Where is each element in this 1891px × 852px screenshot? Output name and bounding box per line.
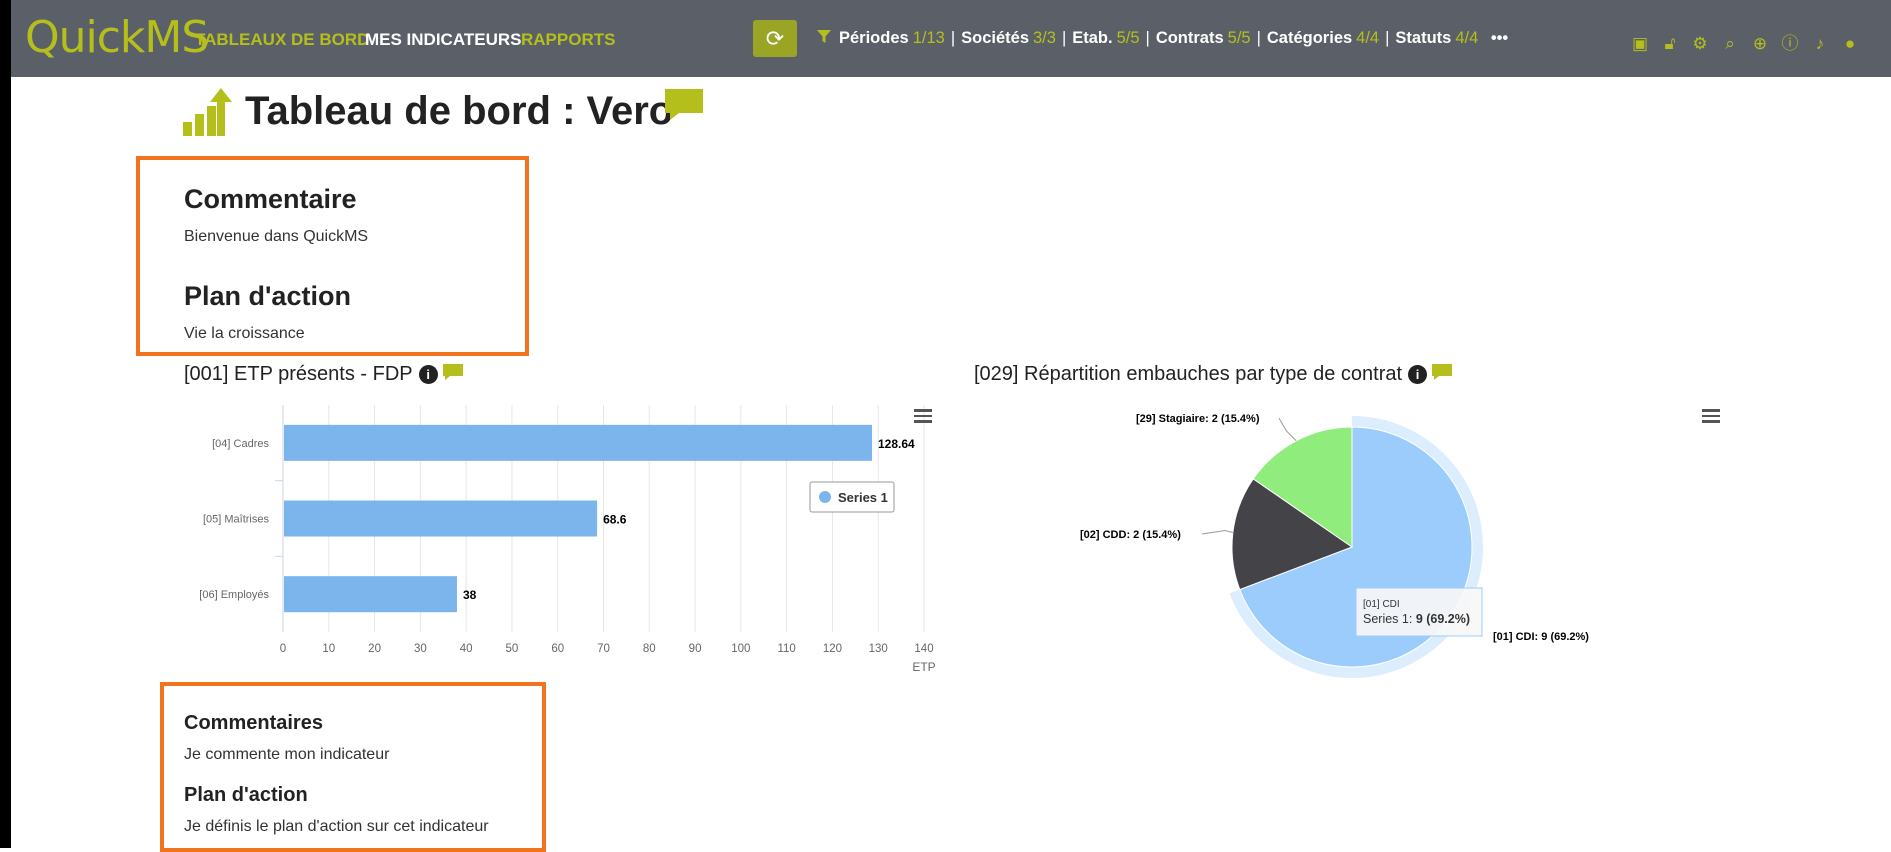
x-tick-label: 60 (551, 643, 564, 655)
bar[interactable] (284, 500, 598, 537)
tooltip-body: Series 1: 9 (69.2%) (1363, 612, 1470, 626)
refresh-icon: ⟳ (765, 26, 785, 51)
bar[interactable] (284, 576, 457, 613)
filter-societes[interactable]: Sociétés 3/3 (961, 29, 1056, 47)
bell-icon[interactable]: ♪ (1815, 34, 1825, 53)
pie-slice[interactable] (1231, 478, 1354, 591)
y-category-label: [04] Cadres (212, 438, 269, 450)
dashboard-growth-icon (183, 88, 232, 136)
pie-connector (1201, 530, 1233, 535)
card1-title-row: [001] ETP présents - FDP i (184, 363, 464, 386)
nav-dashboards[interactable]: TABLEAUX DE BORD (195, 30, 370, 49)
plan-text: Vie la croissance (184, 325, 305, 342)
y-category-label: [06] Employés (199, 589, 269, 601)
filter-icon[interactable] (817, 30, 831, 44)
card1-comments-text: Je commente mon indicateur (184, 746, 390, 763)
x-tick-label: 10 (322, 643, 335, 655)
bar-data-label: 128.64 (878, 437, 915, 451)
bar-data-label: 38 (463, 588, 477, 602)
chart1-menu-icon[interactable] (914, 409, 932, 423)
user-icon[interactable]: ● (1844, 34, 1856, 53)
info-icon[interactable]: ⓘ (1781, 34, 1799, 53)
x-tick-label: 0 (280, 643, 286, 655)
dashboard-comment-box (136, 156, 529, 356)
y-category-label: [05] Maîtrises (203, 514, 270, 526)
x-tick-label: 80 (643, 643, 656, 655)
x-axis-title: ETP (912, 660, 935, 674)
bar-chart: [04] Cadres [05] Maîtrises [06] Employés 1… (199, 405, 936, 674)
x-tick-label: 130 (869, 643, 888, 655)
legend-series-label: Series 1 (838, 490, 888, 505)
bar-data-label: 68.6 (603, 513, 627, 527)
card1-title: [001] ETP présents - FDP (184, 363, 413, 385)
filter-periodes[interactable]: Périodes 1/13 (839, 29, 945, 47)
x-tick-label: 120 (823, 643, 842, 655)
filter-categories[interactable]: Catégories 4/4 (1266, 29, 1380, 47)
filter-bar: Périodes 1/13 | Sociétés 3/3 | Etab. 5/5 | Contra… (817, 29, 1508, 48)
comment-text: Bienvenue dans QuickMS (184, 228, 369, 245)
pie-slice[interactable] (1252, 426, 1353, 548)
card1-comment-icon[interactable] (442, 363, 464, 381)
pie-data-label: [29] Stagiaire: 2 (15.4%) (1136, 413, 1260, 425)
comment-heading: Commentaire (184, 184, 357, 214)
plus-circle-icon[interactable]: ⊕ (1752, 34, 1768, 53)
chart2-menu-icon[interactable] (1702, 409, 1720, 423)
user-settings-icon[interactable]: ⚙ (1692, 34, 1708, 53)
x-tick-label: 30 (414, 643, 427, 655)
toolbar-icons: ▣ 🔓︎ ⚙ ⌕ ⊕ ⓘ ♪ ● (1625, 29, 1865, 54)
refresh-button[interactable]: ⟳ (753, 20, 797, 57)
unlock-icon[interactable]: 🔓︎ (1664, 34, 1676, 53)
x-tick-label: 110 (777, 643, 795, 655)
pie-chart: [01] CDI: 9 (69.2%) [02] CDD: 2 (15.4%) [2… (1080, 413, 1589, 678)
card2-title-row: [029] Répartition embauches par type de … (974, 363, 1453, 386)
pie-data-label: [01] CDI: 9 (69.2%) (1493, 631, 1589, 643)
comment-bubble-icon[interactable] (663, 87, 705, 121)
card2-title: [029] Répartition embauches par type de … (974, 363, 1403, 385)
x-tick-label: 100 (731, 643, 750, 655)
quickms-logo[interactable]: QuickMS (25, 12, 209, 63)
bar[interactable] (284, 424, 872, 461)
x-tick-label: 50 (506, 643, 519, 655)
nav-reports[interactable]: RAPPORTS (521, 30, 616, 49)
x-tick-label: 90 (689, 643, 702, 655)
legend-marker (819, 491, 831, 503)
chart-legend[interactable]: Series 1 (809, 481, 895, 513)
filter-contrats[interactable]: Contrats 5/5 (1155, 29, 1251, 47)
card1-comments-heading: Commentaires (184, 712, 323, 734)
pie-tooltip: [01] CDI Series 1: 9 (69.2%) (1355, 587, 1483, 637)
card2-info-icon[interactable]: i (1408, 365, 1428, 384)
filter-etab[interactable]: Etab. 5/5 (1072, 29, 1140, 47)
tooltip-title: [01] CDI (1363, 599, 1400, 610)
card1-plan-text: Je définis le plan d'action sur cet indi… (184, 818, 489, 835)
plan-heading: Plan d'action (184, 281, 351, 311)
card1-plan-heading: Plan d'action (184, 784, 308, 806)
pie-connector (1278, 417, 1297, 442)
x-tick-label: 70 (597, 643, 610, 655)
search-icon[interactable]: ⌕ (1725, 34, 1735, 53)
page-title: Tableau de bord : Vero (245, 89, 674, 133)
top-navbar: QuickMS TABLEAUX DE BORD MES INDICATEURS… (11, 0, 1891, 77)
x-tick-label: 40 (460, 643, 473, 655)
x-tick-label: 20 (368, 643, 381, 655)
card1-info-icon[interactable]: i (418, 365, 438, 384)
pie-data-label: [02] CDD: 2 (15.4%) (1080, 529, 1181, 541)
nav-my-indicators[interactable]: MES INDICATEURS (365, 30, 522, 49)
excel-icon[interactable]: ▣ (1631, 34, 1649, 53)
filter-statuts[interactable]: Statuts 4/4 (1395, 29, 1479, 47)
card2-comment-icon[interactable] (1431, 363, 1453, 381)
x-tick-label: 140 (914, 643, 933, 655)
window-edge (0, 0, 11, 848)
more-filters-button[interactable]: ••• (1490, 29, 1509, 47)
